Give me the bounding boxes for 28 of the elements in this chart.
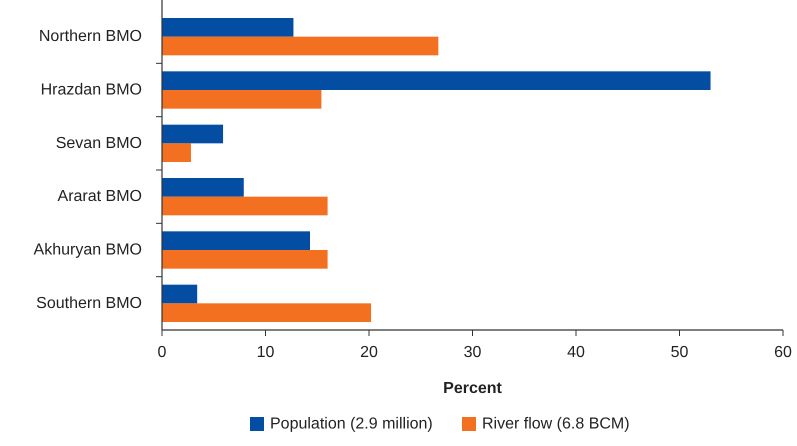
x-tick-label: 60: [774, 344, 792, 361]
x-tick-label: 40: [567, 344, 585, 361]
bar: [162, 196, 328, 216]
bar: [162, 143, 191, 162]
y-tick-label: Northern BMO: [38, 28, 142, 46]
y-tick-label: Akhuryan BMO: [34, 242, 142, 258]
legend-label: Population (2.9 million): [270, 416, 433, 432]
bar: [162, 71, 711, 90]
bar: [162, 284, 198, 304]
bar: [162, 250, 328, 269]
y-tick-label: Sevan BMO: [56, 134, 142, 152]
bar: [162, 90, 322, 109]
x-tick-label: 20: [360, 344, 378, 361]
bar: [162, 124, 224, 144]
y-tick-label: Hrazdan BMO: [40, 82, 142, 98]
x-tick-label: 0: [158, 344, 167, 361]
bar: [162, 303, 372, 322]
y-tick-label: Ararat BMO: [58, 188, 142, 206]
x-tick-label: 30: [464, 344, 482, 361]
bar: [162, 178, 244, 197]
bar: [162, 18, 294, 37]
bar: [162, 231, 310, 250]
x-axis-title: Percent: [443, 380, 503, 397]
x-tick-label: 50: [670, 344, 688, 361]
x-tick-label: 10: [256, 344, 274, 361]
bar: [162, 36, 438, 56]
y-tick-label: Southern BMO: [36, 294, 142, 312]
legend-label: River flow (6.8 BCM): [482, 416, 630, 432]
